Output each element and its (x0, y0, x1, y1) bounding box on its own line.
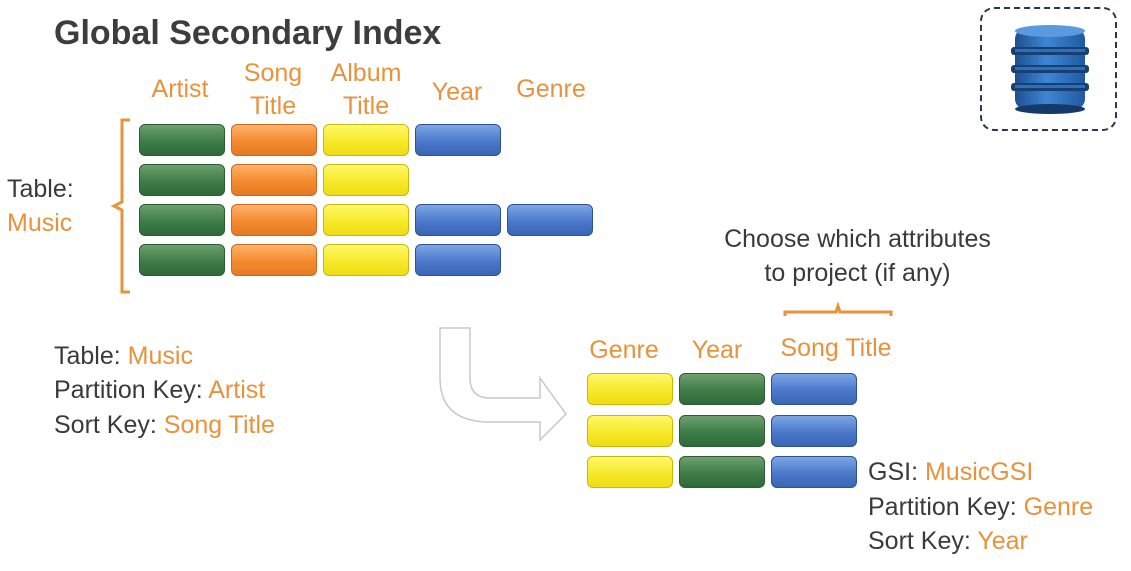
gsi-cell-r0-c1 (679, 373, 765, 405)
table-cell-r0-c1 (231, 124, 317, 156)
table-cell-r2-c3 (415, 204, 501, 236)
dynamodb-icon (1011, 25, 1089, 114)
table-info-table-value: Music (127, 342, 193, 370)
table-bracket (110, 118, 130, 294)
gsi-cell-r1-c1 (679, 414, 765, 447)
gsi-cell-r1-c0 (587, 414, 673, 447)
table-column-header-album-title: Album Title (330, 59, 402, 120)
table-cell-r0-c0 (139, 124, 225, 156)
gsi-column-header-song-title: Song Title (780, 334, 892, 362)
table-cell-r2-c2 (323, 204, 409, 236)
table-info-sk-label: Sort Key: (54, 411, 164, 439)
gsi-cell-r2-c0 (587, 456, 673, 488)
gsi-cell-r0-c2 (771, 373, 857, 405)
table-column-header-year: Year (431, 78, 483, 106)
table-column-header-genre: Genre (516, 75, 586, 103)
gsi-info-gsi-value: MusicGSI (924, 458, 1034, 486)
gsi-cell-r2-c2 (771, 456, 857, 488)
table-cell-r3-c3 (415, 244, 501, 276)
table-side-label: Table: (7, 175, 74, 203)
table-info-sort-key: Sort Key: Song Title (54, 408, 275, 442)
gsi-info-pk-value: Genre (1023, 493, 1094, 521)
table-cell-r3-c0 (139, 244, 225, 276)
gsi-info-name: GSI: MusicGSI (868, 455, 1033, 489)
table-column-header-artist: Artist (151, 75, 209, 103)
gsi-info-sort-key: Sort Key: Year (868, 524, 1028, 558)
gsi-info-pk-label: Partition Key: (868, 493, 1024, 521)
curved-arrow-icon (439, 327, 567, 442)
projection-bracket (783, 302, 893, 316)
table-cell-r2-c4 (507, 204, 593, 236)
table-cell-r1-c2 (323, 164, 409, 196)
gsi-column-header-year: Year (691, 336, 743, 364)
table-cell-r0-c3 (415, 124, 501, 156)
gsi-cell-r0-c0 (587, 373, 673, 405)
table-info-pk-label: Partition Key: (54, 376, 209, 404)
table-info-table-label: Table: (54, 342, 128, 370)
gsi-cell-r1-c2 (771, 414, 857, 447)
table-cell-r0-c2 (323, 124, 409, 156)
table-column-header-song-title: Song Title (243, 59, 303, 120)
page-title: Global Secondary Index (54, 14, 442, 52)
projection-note-line2: to project (if any) (764, 259, 951, 287)
table-info-table: Table: Music (54, 339, 193, 373)
gsi-info-sk-value: Year (977, 527, 1028, 555)
gsi-info-sk-label: Sort Key: (868, 527, 978, 555)
gsi-info-gsi-label: GSI: (868, 458, 925, 486)
table-cell-r1-c0 (139, 164, 225, 196)
table-info-sk-value: Song Title (163, 411, 275, 439)
table-info-partition-key: Partition Key: Artist (54, 373, 265, 407)
table-info-pk-value: Artist (208, 376, 266, 404)
table-cell-r2-c1 (231, 204, 317, 236)
gsi-cell-r2-c1 (679, 456, 765, 488)
gsi-column-header-genre: Genre (589, 336, 659, 364)
table-side-name: Music (7, 209, 73, 237)
gsi-info-partition-key: Partition Key: Genre (868, 490, 1093, 524)
logo-frame (980, 7, 1117, 131)
table-cell-r3-c1 (231, 244, 317, 276)
table-cell-r3-c2 (323, 244, 409, 276)
table-cell-r1-c1 (231, 164, 317, 196)
projection-note-line1: Choose which attributes (724, 225, 991, 253)
table-cell-r2-c0 (139, 204, 225, 236)
